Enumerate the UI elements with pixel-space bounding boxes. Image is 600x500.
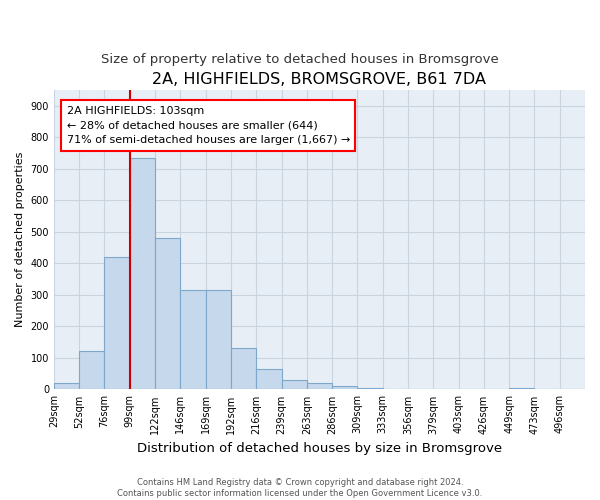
Bar: [155, 238, 181, 390]
X-axis label: Distribution of detached houses by size in Bromsgrove: Distribution of detached houses by size …: [137, 442, 502, 455]
Bar: [206, 290, 231, 390]
Bar: [307, 383, 332, 390]
Bar: [79, 351, 104, 390]
Bar: [256, 369, 281, 390]
Text: Size of property relative to detached houses in Bromsgrove: Size of property relative to detached ho…: [101, 52, 499, 66]
Bar: [509, 388, 535, 390]
Y-axis label: Number of detached properties: Number of detached properties: [15, 152, 25, 328]
Bar: [332, 386, 358, 390]
Title: 2A, HIGHFIELDS, BROMSGROVE, B61 7DA: 2A, HIGHFIELDS, BROMSGROVE, B61 7DA: [152, 72, 487, 88]
Text: Contains HM Land Registry data © Crown copyright and database right 2024.
Contai: Contains HM Land Registry data © Crown c…: [118, 478, 482, 498]
Bar: [181, 290, 206, 390]
Bar: [54, 383, 79, 390]
Bar: [281, 380, 307, 390]
Text: 2A HIGHFIELDS: 103sqm
← 28% of detached houses are smaller (644)
71% of semi-det: 2A HIGHFIELDS: 103sqm ← 28% of detached …: [67, 106, 350, 146]
Bar: [130, 158, 155, 390]
Bar: [231, 348, 256, 390]
Bar: [358, 388, 383, 390]
Bar: [104, 257, 130, 390]
